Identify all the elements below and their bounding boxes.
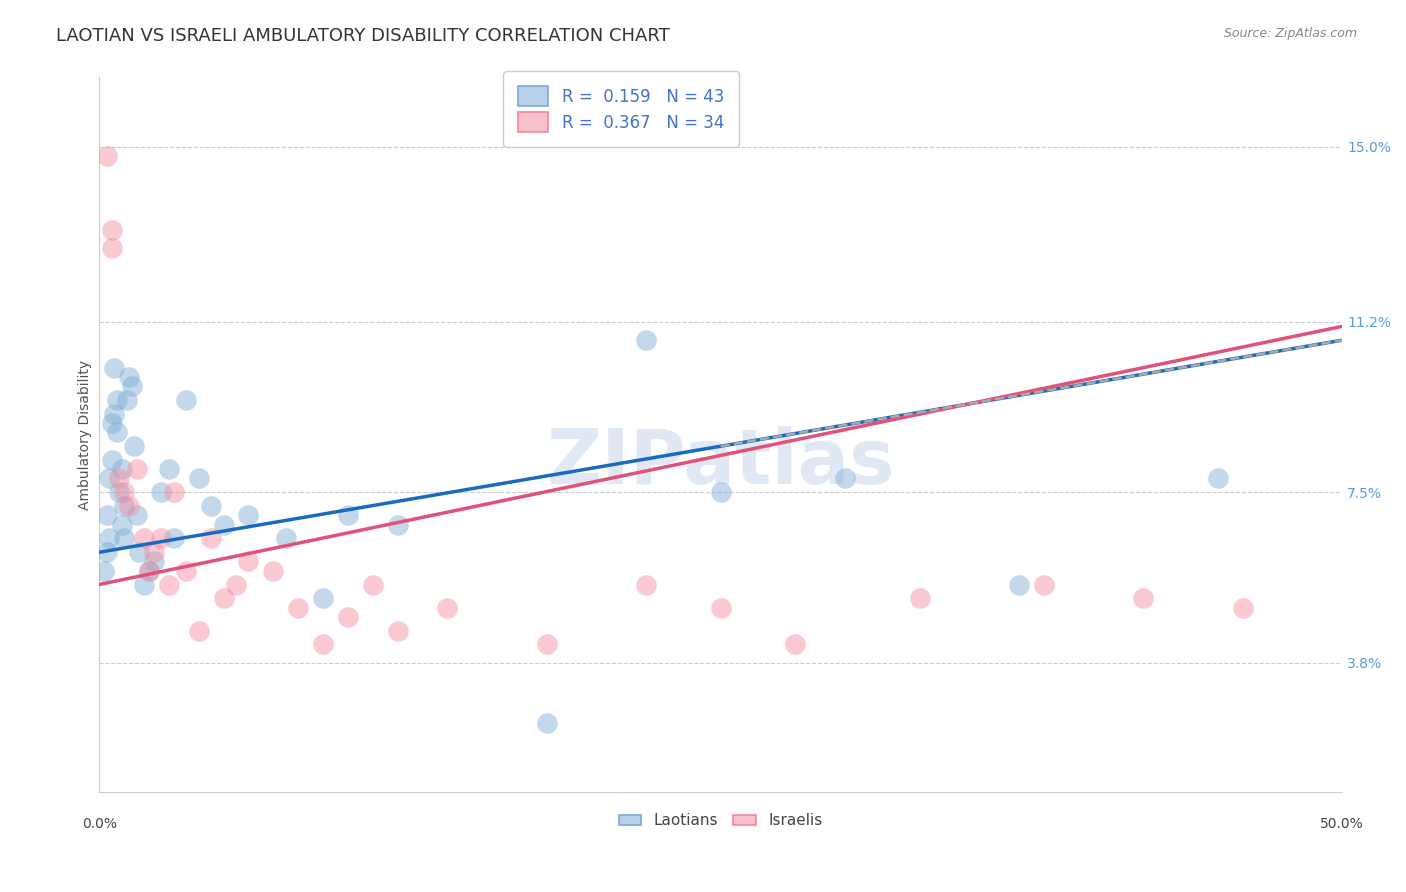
Laotians xyxy=(103,360,125,375)
Israelis xyxy=(1132,591,1154,606)
Laotians xyxy=(200,499,222,513)
Israelis xyxy=(636,577,658,591)
Laotians xyxy=(96,508,118,523)
Laotians xyxy=(118,370,141,384)
Israelis xyxy=(142,545,165,559)
Laotians xyxy=(112,532,135,546)
Laotians xyxy=(387,517,409,532)
Laotians xyxy=(103,407,125,421)
Laotians xyxy=(100,416,122,430)
Laotians xyxy=(212,517,235,532)
Text: 50.0%: 50.0% xyxy=(1320,817,1364,831)
Israelis xyxy=(225,577,247,591)
Israelis xyxy=(262,564,284,578)
Laotians xyxy=(110,462,132,476)
Laotians xyxy=(115,393,138,408)
Israelis xyxy=(157,577,180,591)
Text: 0.0%: 0.0% xyxy=(82,817,117,831)
Laotians xyxy=(163,532,186,546)
Israelis xyxy=(238,554,260,568)
Laotians xyxy=(174,393,197,408)
Israelis xyxy=(361,577,384,591)
Laotians xyxy=(96,545,118,559)
Laotians xyxy=(336,508,359,523)
Laotians xyxy=(100,453,122,467)
Israelis xyxy=(312,637,335,651)
Israelis xyxy=(112,485,135,500)
Laotians xyxy=(108,485,131,500)
Israelis xyxy=(1232,600,1254,615)
Laotians xyxy=(142,554,165,568)
Israelis xyxy=(200,532,222,546)
Laotians xyxy=(1008,577,1031,591)
Laotians xyxy=(122,439,145,453)
Israelis xyxy=(118,499,141,513)
Israelis xyxy=(100,241,122,255)
Legend: Laotians, Israelis: Laotians, Israelis xyxy=(613,807,830,834)
Israelis xyxy=(96,149,118,163)
Laotians xyxy=(125,508,148,523)
Text: LAOTIAN VS ISRAELI AMBULATORY DISABILITY CORRELATION CHART: LAOTIAN VS ISRAELI AMBULATORY DISABILITY… xyxy=(56,27,671,45)
Israelis xyxy=(132,532,155,546)
Text: ZIPatlas: ZIPatlas xyxy=(547,426,896,500)
Laotians xyxy=(105,425,128,440)
Laotians xyxy=(93,564,115,578)
Laotians xyxy=(536,715,558,730)
Israelis xyxy=(138,564,160,578)
Laotians xyxy=(138,564,160,578)
Laotians xyxy=(274,532,297,546)
Laotians xyxy=(157,462,180,476)
Israelis xyxy=(287,600,309,615)
Israelis xyxy=(150,532,173,546)
Israelis xyxy=(1032,577,1054,591)
Israelis xyxy=(108,471,131,485)
Israelis xyxy=(710,600,733,615)
Israelis xyxy=(336,609,359,624)
Laotians xyxy=(238,508,260,523)
Israelis xyxy=(100,222,122,236)
Laotians xyxy=(128,545,150,559)
Laotians xyxy=(121,379,143,393)
Laotians xyxy=(105,393,128,408)
Laotians xyxy=(98,532,121,546)
Israelis xyxy=(436,600,458,615)
Laotians xyxy=(98,471,121,485)
Text: Source: ZipAtlas.com: Source: ZipAtlas.com xyxy=(1223,27,1357,40)
Israelis xyxy=(163,485,186,500)
Laotians xyxy=(110,517,132,532)
Israelis xyxy=(187,624,209,638)
Laotians xyxy=(132,577,155,591)
Israelis xyxy=(785,637,807,651)
Israelis xyxy=(125,462,148,476)
Laotians xyxy=(112,499,135,513)
Laotians xyxy=(1206,471,1229,485)
Israelis xyxy=(174,564,197,578)
Laotians xyxy=(710,485,733,500)
Israelis xyxy=(387,624,409,638)
Y-axis label: Ambulatory Disability: Ambulatory Disability xyxy=(79,359,93,509)
Laotians xyxy=(187,471,209,485)
Laotians xyxy=(312,591,335,606)
Israelis xyxy=(212,591,235,606)
Israelis xyxy=(908,591,931,606)
Israelis xyxy=(536,637,558,651)
Laotians xyxy=(834,471,856,485)
Laotians xyxy=(636,333,658,347)
Laotians xyxy=(150,485,173,500)
